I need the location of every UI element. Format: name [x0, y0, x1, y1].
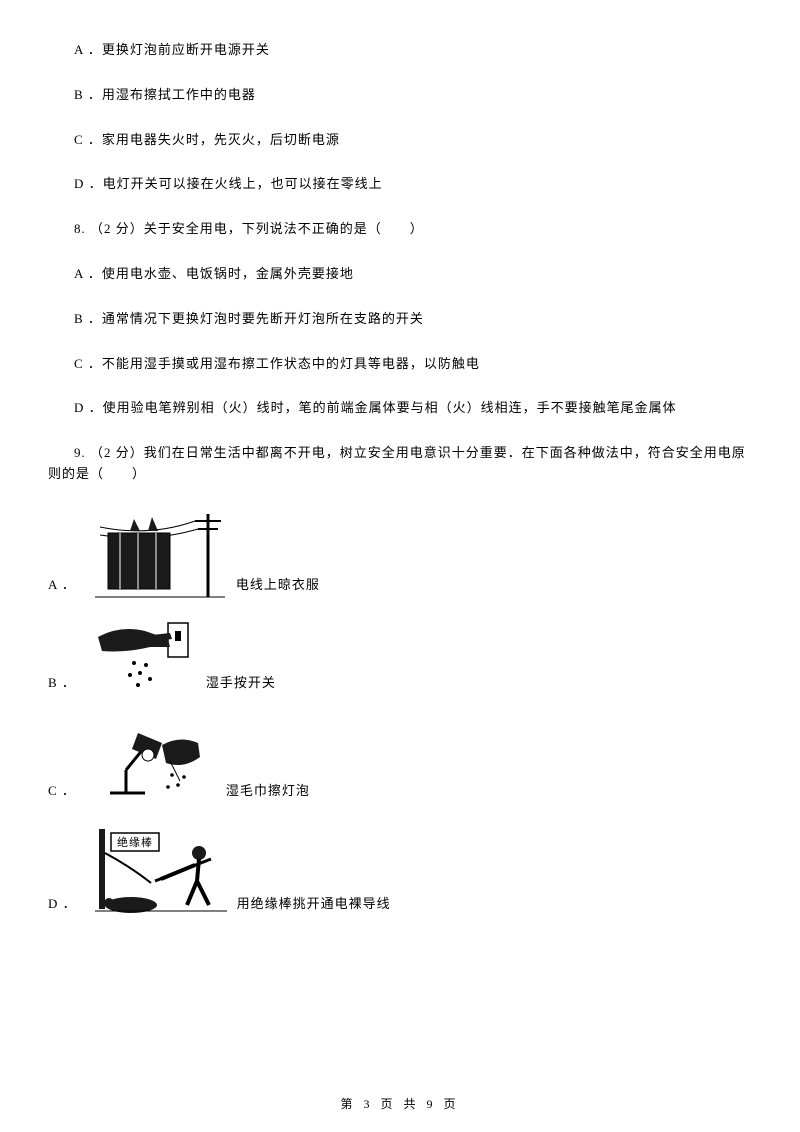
q9-option-a-label: A ． — [48, 574, 76, 599]
q7-option-d: D ．电灯开关可以接在火线上，也可以接在零线上 — [48, 174, 752, 195]
q9-option-d-label: D ． — [48, 893, 77, 918]
q9-option-d-image: 绝缘棒 — [91, 823, 231, 918]
q7-option-c: C ．家用电器失火时，先灭火，后切断电源 — [48, 130, 752, 151]
q8-option-c: C ．不能用湿手摸或用湿布擦工作状态中的灯具等电器，以防触电 — [48, 354, 752, 375]
q9-option-c-image — [90, 715, 220, 805]
q9-option-c-row: C ． 湿毛巾擦灯泡 — [48, 715, 752, 805]
q9-option-b-label: B ． — [48, 672, 76, 697]
q9-option-a-image — [90, 509, 230, 599]
q9-option-a-row: A ． 电线上晾衣服 — [48, 509, 752, 599]
q9-stem: 9. （2 分）我们在日常生活中都离不开电，树立安全用电意识十分重要．在下面各种… — [48, 443, 752, 485]
q7-option-b: B ．用湿布擦拭工作中的电器 — [48, 85, 752, 106]
q9-option-d-row: D ． 绝缘棒 用绝缘 — [48, 823, 752, 918]
q9-option-b-text: 湿手按开关 — [206, 672, 276, 697]
q9-option-b-image — [90, 617, 200, 697]
q8-option-b: B ．通常情况下更换灯泡时要先断开灯泡所在支路的开关 — [48, 309, 752, 330]
q9-option-c-text: 湿毛巾擦灯泡 — [226, 780, 310, 805]
q9-option-d-text: 用绝缘棒挑开通电裸导线 — [237, 893, 391, 918]
q8-option-a: A ．使用电水壶、电饭锅时，金属外壳要接地 — [48, 264, 752, 285]
q8-stem: 8. （2 分）关于安全用电，下列说法不正确的是（ ） — [48, 219, 752, 240]
page: A ．更换灯泡前应断开电源开关 B ．用湿布擦拭工作中的电器 C ．家用电器失火… — [0, 0, 800, 1132]
page-footer: 第 3 页 共 9 页 — [0, 1095, 800, 1112]
q8-option-d: D ．使用验电笔辨别相（火）线时，笔的前端金属体要与相（火）线相连，手不要接触笔… — [48, 398, 752, 419]
q7-option-a: A ．更换灯泡前应断开电源开关 — [48, 40, 752, 61]
q9-option-b-row: B ． 湿手按开关 — [48, 617, 752, 697]
q9-optD-caption: 绝缘棒 — [117, 835, 153, 849]
q9-option-a-text: 电线上晾衣服 — [236, 574, 320, 599]
q9-option-c-label: C ． — [48, 780, 76, 805]
